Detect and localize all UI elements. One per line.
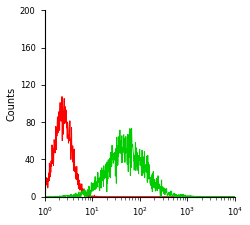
Y-axis label: Counts: Counts: [7, 86, 17, 121]
